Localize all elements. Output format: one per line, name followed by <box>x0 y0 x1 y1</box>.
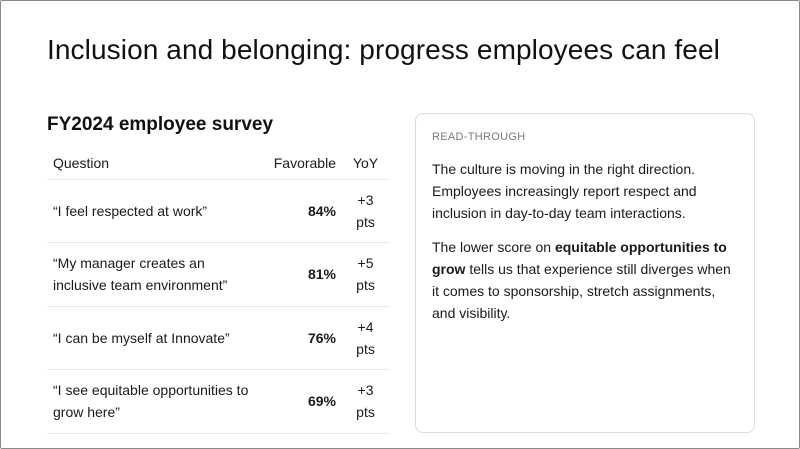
favorable-cell: 69% <box>257 369 342 434</box>
column-header-question: Question <box>47 147 257 180</box>
column-header-yoy: YoY <box>342 147 389 180</box>
question-cell: “I see equitable opportunities to grow h… <box>47 369 257 434</box>
yoy-cell: +3 pts <box>342 179 389 243</box>
yoy-cell: +3 pts <box>342 369 389 434</box>
yoy-cell: +4 pts <box>342 306 389 370</box>
table-row: “I see equitable opportunities to grow h… <box>47 369 389 434</box>
panel-paragraph-2-emphasis: equitable opportunities to grow <box>432 239 727 277</box>
column-header-favorable: Favorable <box>257 147 342 180</box>
survey-table: Question Favorable YoY “I feel respected… <box>47 147 389 434</box>
favorable-cell: 76% <box>257 306 342 370</box>
favorable-cell: 84% <box>257 179 342 243</box>
panel-paragraph-2-rest: tells us that experience still diverges … <box>432 261 731 321</box>
panel-eyebrow: READ-THROUGH <box>432 131 526 143</box>
page-title: Inclusion and belonging: progress employ… <box>47 34 720 65</box>
section-subtitle: FY2024 employee survey <box>47 114 274 135</box>
favorable-cell: 81% <box>257 242 342 307</box>
panel-paragraph-2-intro: The lower score on <box>432 239 555 255</box>
table-row: “I can be myself at Innovate” 76% +4 pts <box>47 306 389 370</box>
question-cell: “I can be myself at Innovate” <box>47 306 257 370</box>
table-row: “I feel respected at work” 84% +3 pts <box>47 179 389 243</box>
panel-paragraph-2: The lower score on equitable opportuniti… <box>432 236 738 324</box>
table-header-row: Question Favorable YoY <box>47 147 389 180</box>
question-cell: “I feel respected at work” <box>47 179 257 243</box>
panel-paragraph-1: The culture is moving in the right direc… <box>432 161 697 221</box>
table-row: “My manager creates an inclusive team en… <box>47 242 389 307</box>
yoy-cell: +5 pts <box>342 242 389 307</box>
question-cell: “My manager creates an inclusive team en… <box>47 242 257 307</box>
read-through-panel: READ-THROUGH The culture is moving in th… <box>415 113 755 433</box>
